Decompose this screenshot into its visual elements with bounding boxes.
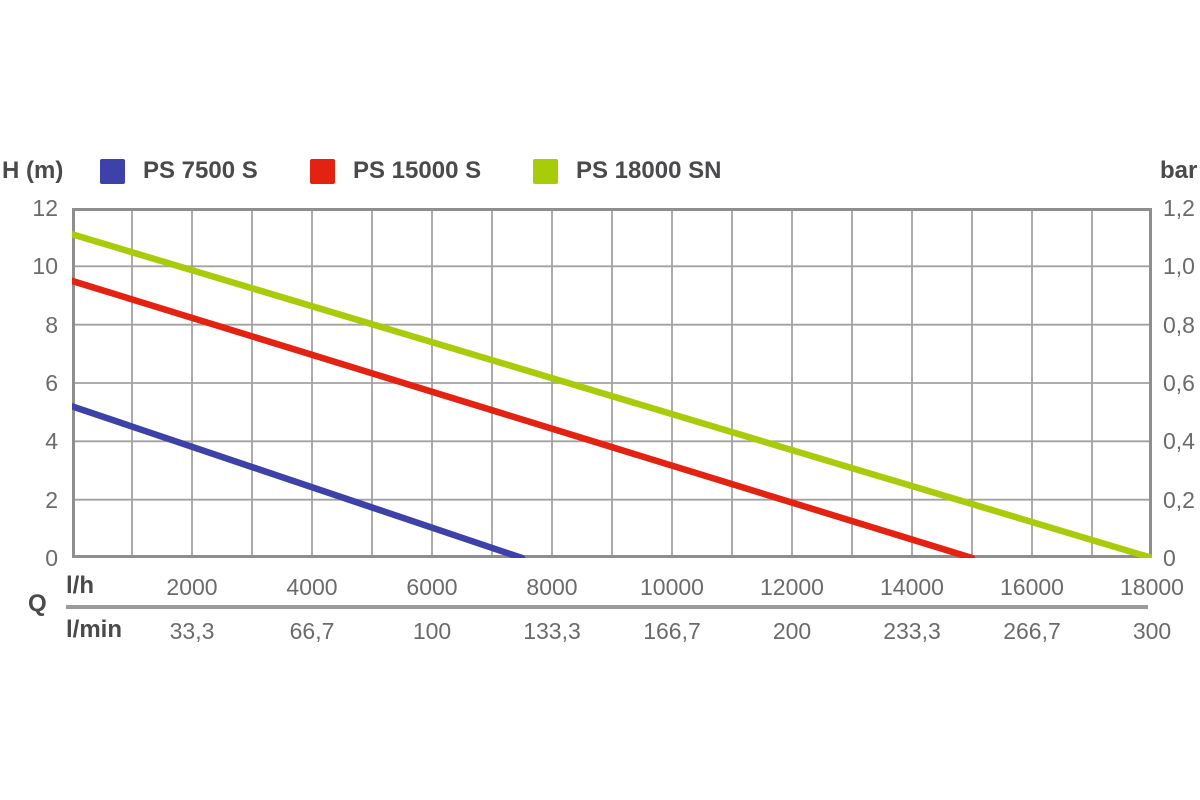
x-tick-lmin: 266,7 bbox=[1003, 618, 1061, 644]
plot-area bbox=[72, 208, 1152, 558]
y-tick-left: 4 bbox=[45, 428, 58, 455]
plot-border bbox=[72, 208, 1152, 558]
y-tick-right: 0,6 bbox=[1163, 370, 1195, 396]
y-tick-left: 8 bbox=[45, 311, 58, 338]
y-tick-right: 1,0 bbox=[1163, 253, 1195, 280]
series-line-ps-18000-sn bbox=[72, 231, 1152, 558]
series-line-ps-7500-s bbox=[72, 403, 526, 558]
x-tick-lmin: 166,7 bbox=[643, 618, 701, 644]
series-line-ps-15000-s bbox=[72, 277, 976, 558]
x-tick-lh: 10000 bbox=[640, 574, 704, 600]
y-tick-left: 6 bbox=[45, 370, 58, 396]
x-tick-lh: 8000 bbox=[526, 574, 578, 600]
y-tick-right: 0,4 bbox=[1163, 428, 1195, 455]
legend-label-ps-15000-s: PS 15000 S bbox=[353, 157, 482, 184]
legend-label-ps-18000-sn: PS 18000 SN bbox=[576, 157, 722, 184]
x-tick-lh: 14000 bbox=[880, 574, 944, 600]
x-tick-lmin: 33,3 bbox=[169, 618, 215, 644]
legend-item-ps-15000-s: PS 15000 S bbox=[310, 157, 482, 184]
x-tick-lmin: 200 bbox=[772, 618, 812, 644]
x-tick-lmin: 100 bbox=[412, 618, 452, 644]
y-tick-left: 12 bbox=[32, 195, 58, 221]
y-axis-left-title: H (m) bbox=[2, 157, 64, 184]
x-tick-lh: 18000 bbox=[1120, 574, 1184, 600]
x-axis-separator-line bbox=[66, 605, 1148, 609]
y-tick-left: 10 bbox=[32, 253, 58, 280]
x-tick-lmin: 133,3 bbox=[523, 618, 581, 644]
grid-and-curves-svg bbox=[72, 208, 1152, 558]
x-tick-lmin: 233,3 bbox=[883, 618, 941, 644]
y-tick-right: 1,2 bbox=[1163, 195, 1195, 221]
legend-swatch-ps-7500-s bbox=[100, 158, 125, 184]
y-tick-left: 0 bbox=[45, 545, 58, 571]
y-tick-right: 0,2 bbox=[1163, 486, 1195, 513]
x-tick-lmin: 66,7 bbox=[289, 618, 335, 644]
y-tick-right: 0,8 bbox=[1163, 311, 1195, 338]
legend-item-ps-7500-s: PS 7500 S bbox=[100, 157, 258, 184]
x-tick-lh: 16000 bbox=[1000, 574, 1064, 600]
x-axis-row1-unit: l/h bbox=[66, 572, 94, 599]
x-tick-lh: 6000 bbox=[406, 574, 458, 600]
x-tick-lh: 4000 bbox=[286, 574, 338, 600]
x-tick-lh: 12000 bbox=[760, 574, 824, 600]
x-axis-q-label: Q bbox=[28, 590, 47, 617]
legend-item-ps-18000-sn: PS 18000 SN bbox=[533, 157, 722, 184]
x-tick-lh: 2000 bbox=[166, 574, 218, 600]
legend-swatch-ps-18000-sn bbox=[533, 158, 558, 184]
y-tick-left: 2 bbox=[45, 486, 58, 513]
legend-swatch-ps-15000-s bbox=[310, 158, 335, 184]
x-tick-lmin: 300 bbox=[1132, 618, 1172, 644]
x-axis-row2-unit: l/min bbox=[66, 616, 123, 643]
y-tick-right: 0 bbox=[1163, 545, 1176, 571]
y-axis-right-title: bar bbox=[1160, 157, 1198, 184]
legend-label-ps-7500-s: PS 7500 S bbox=[143, 157, 258, 184]
